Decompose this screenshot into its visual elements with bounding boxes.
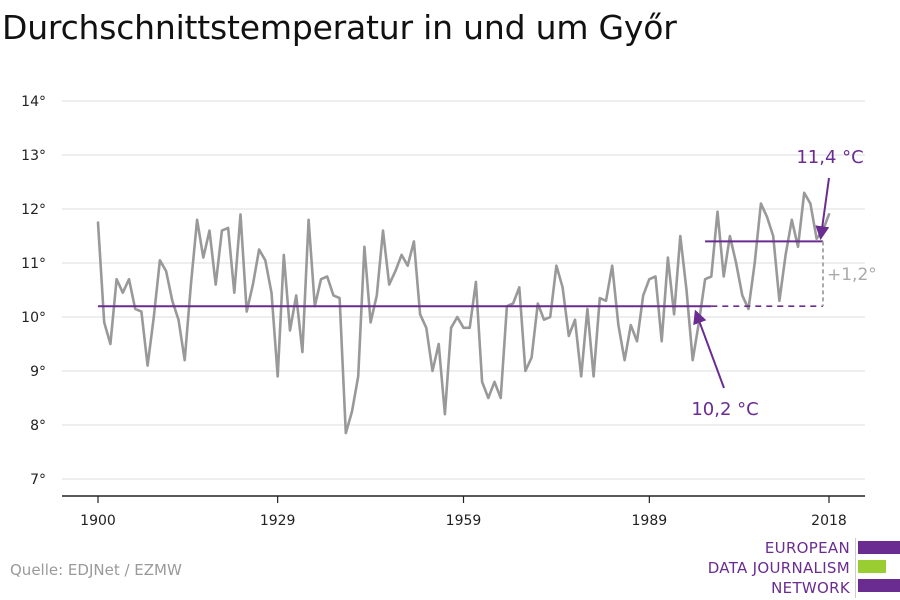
y-tick-label: 9° xyxy=(30,364,46,380)
y-tick-label: 14° xyxy=(21,94,46,110)
logo-bar-bottom xyxy=(858,579,900,592)
logo-bar-middle xyxy=(858,560,886,573)
y-tick-label: 10° xyxy=(21,310,46,326)
annotation-label-baseline: 10,2 °C xyxy=(691,399,758,420)
y-tick-label: 13° xyxy=(21,148,46,164)
annotation-arrow-baseline xyxy=(693,309,725,389)
y-tick-label: 8° xyxy=(30,418,46,434)
y-tick-label: 12° xyxy=(21,202,46,218)
x-tick-label: 1929 xyxy=(260,513,296,529)
chart-title: Durchschnittstemperatur in und um Győr xyxy=(2,8,677,47)
logo-line-3: NETWORK xyxy=(771,579,850,597)
annotation-arrow-recent xyxy=(815,177,830,241)
edjnet-logo: EUROPEAN DATA JOURNALISM NETWORK xyxy=(700,538,900,598)
difference-label: +1,2° xyxy=(827,265,877,285)
series-line-temperature xyxy=(96,191,831,435)
logo-bar-top xyxy=(858,541,900,554)
x-tick-label: 1959 xyxy=(446,513,482,529)
x-tick-label: 2018 xyxy=(811,513,847,529)
x-tick-label: 1900 xyxy=(80,513,116,529)
logo-line-1: EUROPEAN xyxy=(764,539,850,557)
y-tick-label: 7° xyxy=(30,472,46,488)
logo-line-2: DATA JOURNALISM xyxy=(707,559,850,577)
x-tick-label: 1989 xyxy=(632,513,668,529)
logo-divider xyxy=(855,538,856,598)
source-note: Quelle: EDJNet / EZMW xyxy=(10,561,182,579)
y-tick-label: 11° xyxy=(21,256,46,272)
annotation-label-recent: 11,4 °C xyxy=(796,147,863,168)
